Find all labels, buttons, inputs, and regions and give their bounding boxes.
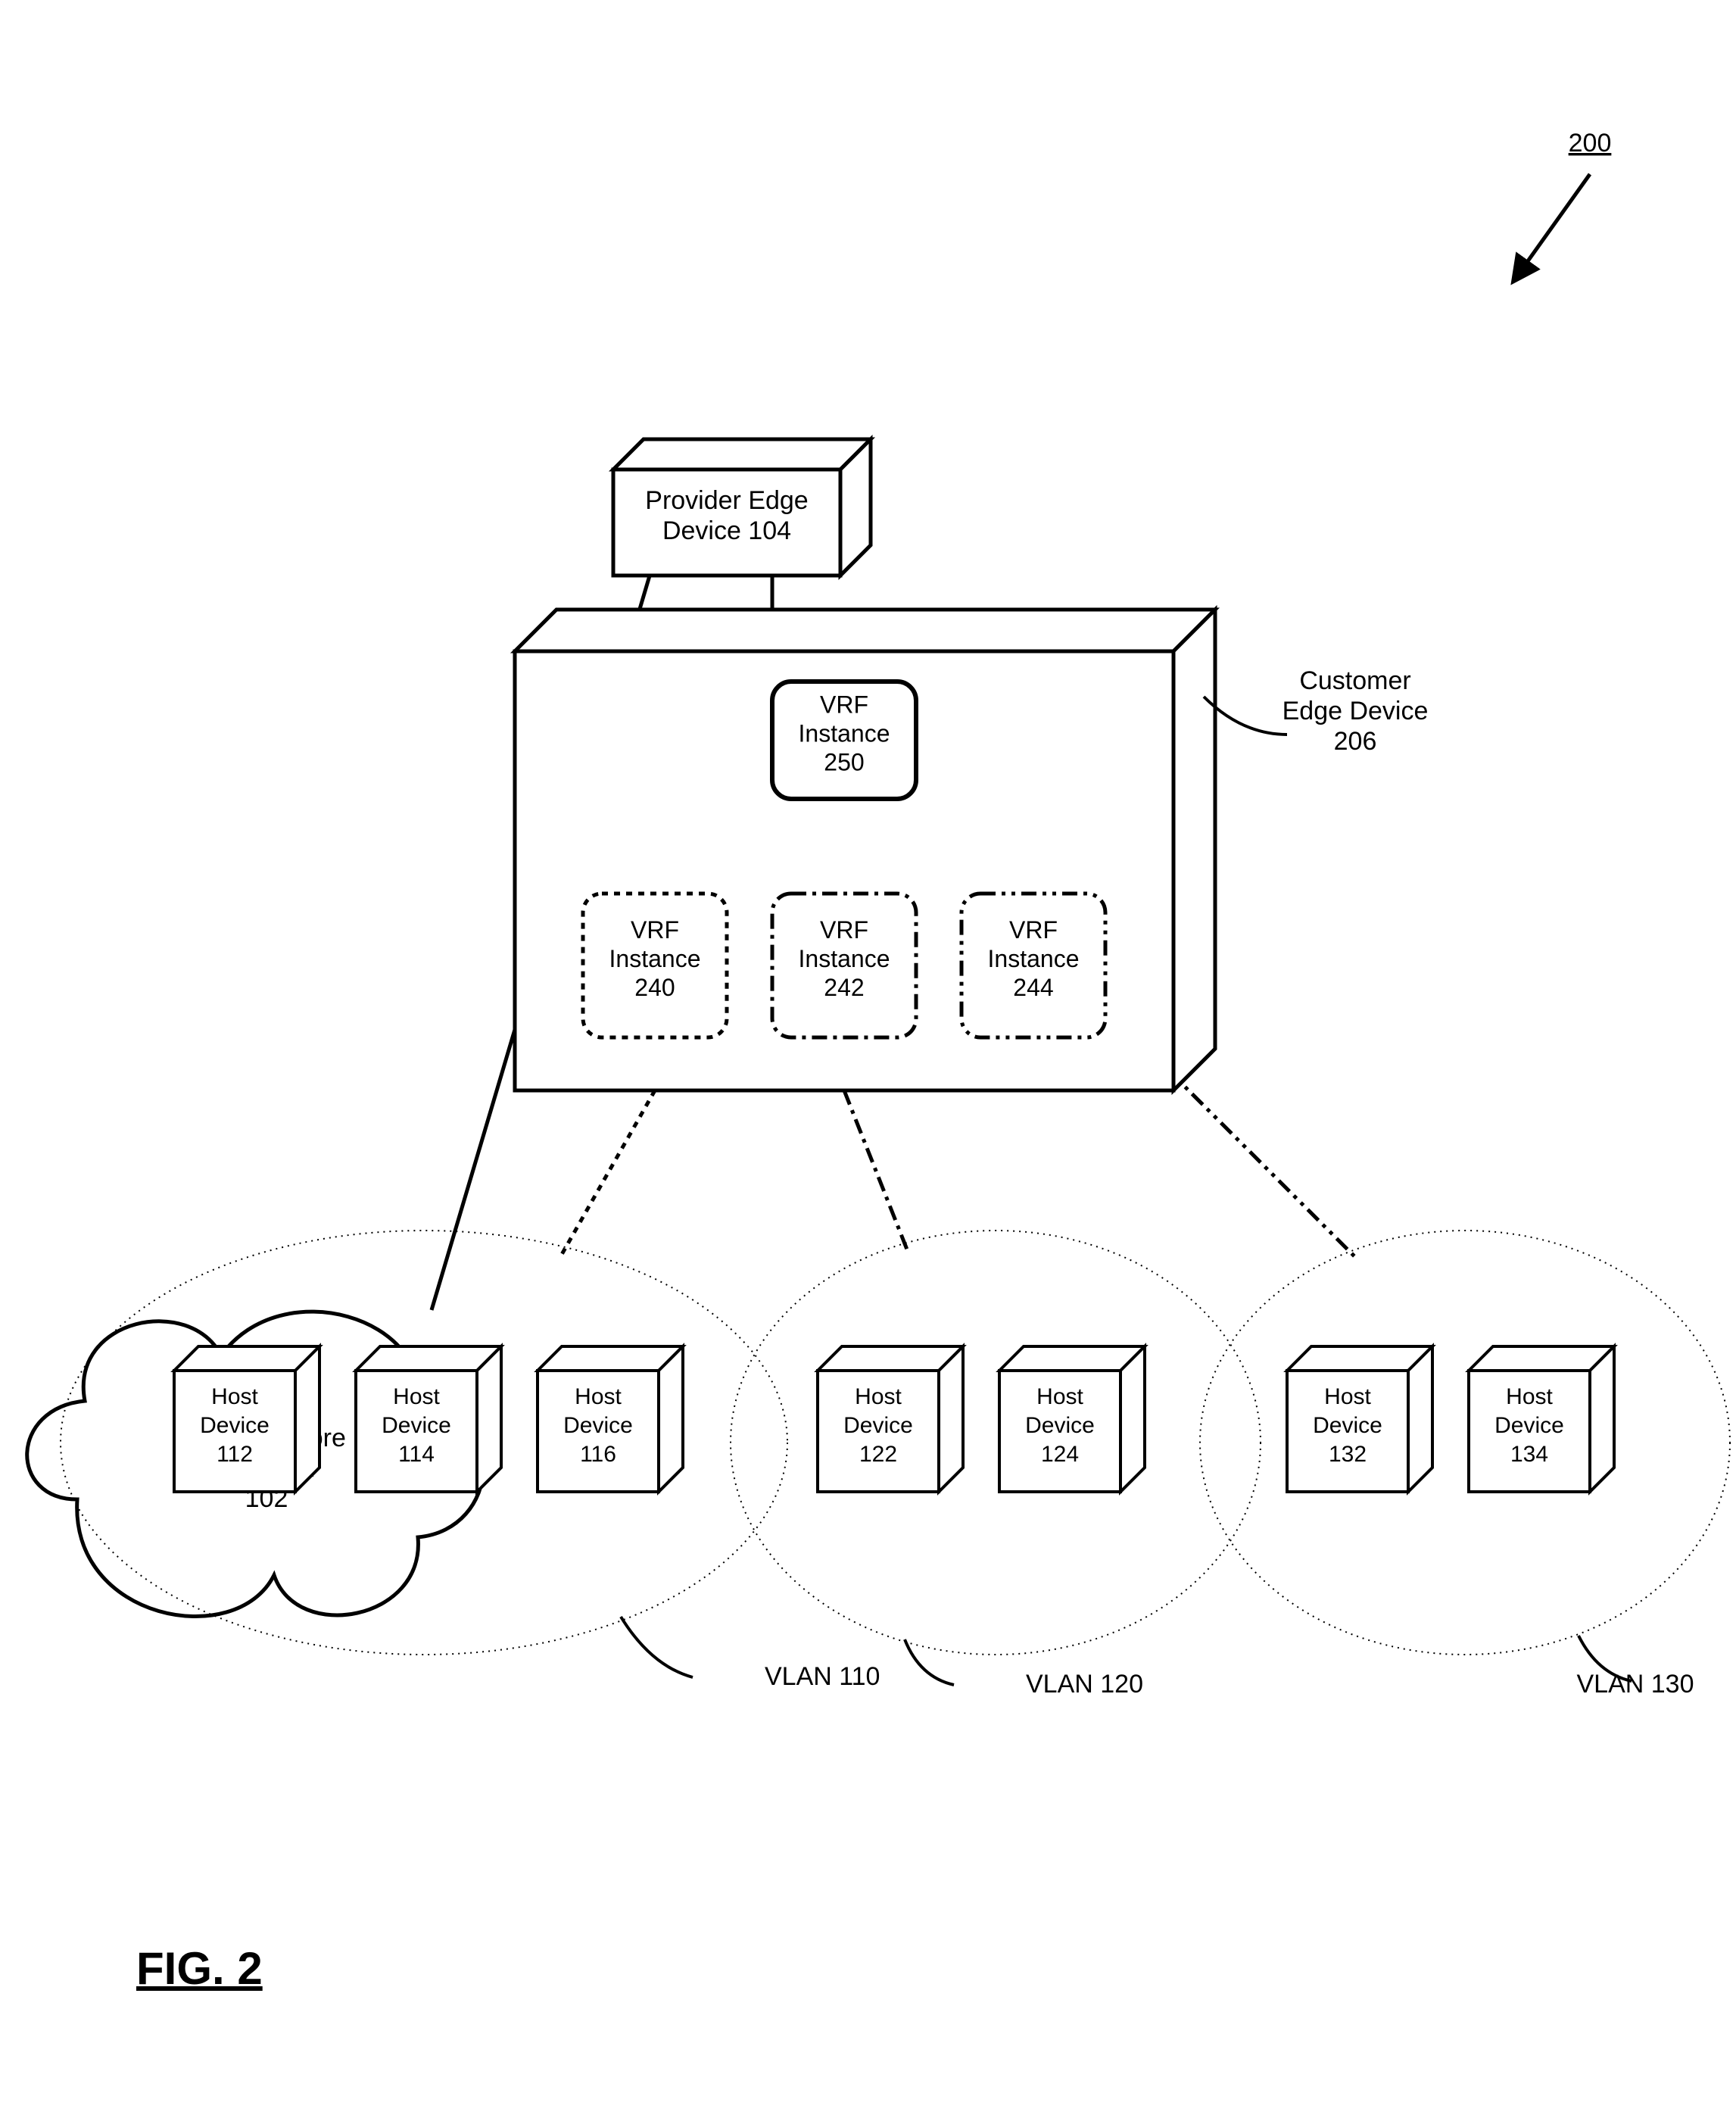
svg-text:134: 134 [1510, 1442, 1548, 1467]
vrf-242: VRFInstance242 [772, 894, 916, 1037]
vrf-240: VRFInstance240 [583, 894, 727, 1037]
figure-ref-arrow [1514, 174, 1590, 280]
provider-edge-label-2: Device 104 [662, 516, 791, 545]
svg-text:114: 114 [398, 1442, 435, 1467]
vrf_242-label-1: VRF [820, 916, 868, 944]
vlan-120-host-1: Host Device 124 [999, 1346, 1145, 1492]
svg-text:Device: Device [382, 1413, 451, 1438]
vlan-130-host-1: Host Device 134 [1469, 1346, 1614, 1492]
vlan-110-host-2: Host Device 116 [538, 1346, 683, 1492]
vlan-110-label: VLAN 110 [765, 1662, 880, 1691]
figure-label: FIG. 2 [136, 1943, 263, 1994]
svg-text:Host: Host [393, 1384, 440, 1409]
svg-text:Host: Host [575, 1384, 622, 1409]
ce-label-1: Customer [1299, 666, 1410, 695]
vrf_242-label-2: Instance [799, 945, 890, 972]
svg-text:Host: Host [1324, 1384, 1371, 1409]
vrf_244-label-3: 244 [1013, 974, 1053, 1001]
provider-edge-label-1: Provider Edge [645, 486, 808, 515]
svg-text:Host: Host [211, 1384, 258, 1409]
vlan-130: Host Device 132 Host Device 134 [1200, 1231, 1730, 1681]
vrf_250-label-1: VRF [820, 691, 868, 719]
vlan-120: Host Device 122 Host Device 124 [731, 1231, 1261, 1685]
diagram-canvas: 200Provider EdgeDevice 104Provider CoreN… [0, 0, 1736, 2115]
svg-text:Host: Host [1036, 1384, 1083, 1409]
svg-text:Device: Device [1025, 1413, 1095, 1438]
svg-text:Host: Host [855, 1384, 902, 1409]
vrf_240-label-1: VRF [631, 916, 679, 944]
ce-label-3: 206 [1334, 727, 1377, 756]
svg-text:112: 112 [217, 1442, 253, 1467]
svg-text:116: 116 [580, 1442, 616, 1467]
vrf_250-label-3: 250 [824, 749, 864, 776]
vlan-110-host-0: Host Device 112 [174, 1346, 319, 1492]
vrf_240-label-2: Instance [609, 945, 701, 972]
svg-text:Device: Device [1494, 1413, 1564, 1438]
svg-text:124: 124 [1041, 1442, 1079, 1467]
provider-edge-device: Provider EdgeDevice 104 [613, 439, 871, 576]
vlan-120-host-0: Host Device 122 [818, 1346, 963, 1492]
svg-text:Device: Device [1313, 1413, 1382, 1438]
svg-text:132: 132 [1329, 1442, 1367, 1467]
vrf_244-label-2: Instance [988, 945, 1080, 972]
figure-ref-number: 200 [1569, 129, 1612, 158]
vlan-120-label: VLAN 120 [1026, 1670, 1143, 1699]
svg-text:Host: Host [1506, 1384, 1553, 1409]
svg-text:Device: Device [563, 1413, 633, 1438]
vrf_240-label-3: 240 [634, 974, 675, 1001]
vrf-244: VRFInstance244 [962, 894, 1105, 1037]
ce-label-2: Edge Device [1283, 697, 1429, 725]
vlan-130-host-0: Host Device 132 [1287, 1346, 1432, 1492]
svg-text:Device: Device [843, 1413, 913, 1438]
vrf-250: VRFInstance250 [772, 682, 916, 799]
svg-text:122: 122 [859, 1442, 897, 1467]
vlan-130-label: VLAN 130 [1577, 1670, 1694, 1699]
svg-text:Device: Device [200, 1413, 270, 1438]
vlan-110-host-1: Host Device 114 [356, 1346, 501, 1492]
conn-vrf242_to_vlan120 [844, 1090, 909, 1253]
vrf_250-label-2: Instance [799, 720, 890, 747]
vrf_242-label-3: 242 [824, 974, 864, 1001]
conn-vrf240_to_vlan110 [560, 1090, 655, 1257]
vrf_244-label-1: VRF [1009, 916, 1058, 944]
